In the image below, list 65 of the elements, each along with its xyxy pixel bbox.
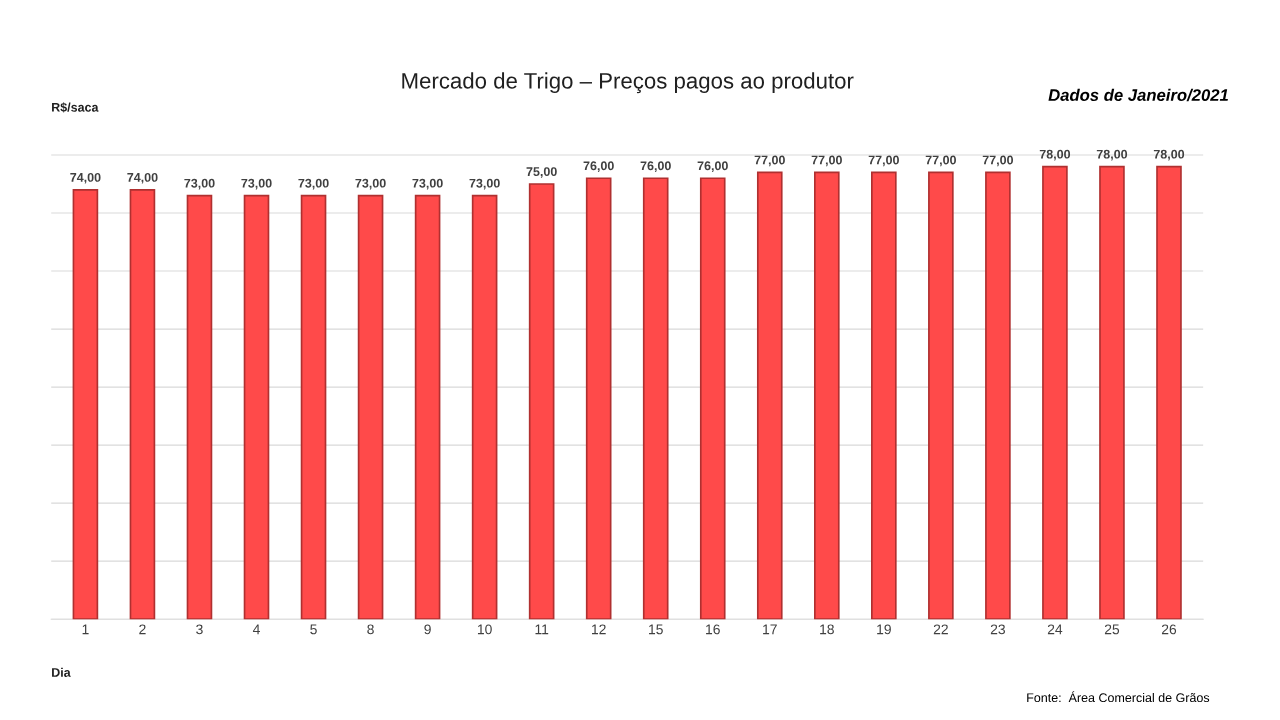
x-tick-label: 10	[477, 624, 492, 635]
bar	[528, 183, 555, 620]
data-label: 78,00	[1153, 149, 1185, 161]
x-tick-label: 8	[367, 624, 374, 635]
x-tick-label: 17	[763, 624, 777, 635]
x-tick-label: 23	[990, 624, 1006, 635]
source-note: Fonte: Área Comercial de Grãos	[1027, 691, 1210, 703]
bar	[699, 177, 726, 620]
data-label: 76,00	[583, 161, 614, 173]
bar	[129, 189, 156, 620]
x-tick-label: 4	[252, 624, 260, 635]
y-axis-title: R$/saca	[52, 102, 99, 113]
text: Dados de Janeiro/2021	[1048, 88, 1228, 102]
bar	[985, 171, 1011, 620]
x-tick-label: 1	[82, 624, 89, 635]
data-label: 77,00	[982, 155, 1014, 167]
bar	[72, 189, 99, 620]
data-label: 77,00	[811, 155, 842, 167]
x-axis-title: Dia	[52, 667, 71, 677]
bar	[414, 194, 441, 620]
x-tick-label: 12	[592, 624, 606, 635]
x-tick-label: 19	[877, 624, 891, 635]
bar	[642, 177, 669, 620]
x-tick-label: 2	[139, 624, 146, 635]
x-tick-label: 22	[933, 624, 948, 635]
data-label: 73,00	[184, 178, 215, 190]
bar	[1099, 165, 1125, 620]
data-label: 77,00	[868, 155, 899, 167]
bar	[928, 171, 954, 620]
data-label: 73,00	[241, 178, 272, 190]
data-label: 77,00	[925, 155, 956, 167]
bar	[300, 194, 327, 620]
x-tick-label: 26	[1161, 624, 1177, 635]
data-label: 78,00	[1039, 149, 1071, 161]
x-tick-label: 16	[706, 624, 720, 635]
data-label: 74,00	[70, 172, 101, 184]
x-tick-label: 3	[196, 624, 203, 635]
bar	[813, 171, 840, 620]
x-tick-label: 11	[535, 624, 549, 635]
x-tick-label: 5	[310, 624, 317, 635]
data-label: 75,00	[526, 167, 557, 178]
data-label: 73,00	[355, 178, 386, 190]
bar	[871, 171, 897, 620]
bar	[471, 194, 498, 620]
bar	[357, 194, 384, 620]
bar	[243, 194, 270, 620]
x-tick-label: 9	[424, 624, 431, 635]
data-label: 73,00	[412, 178, 443, 190]
chart-title: Mercado de Trigo – Preços pagos ao produtor	[402, 72, 854, 94]
data-label: 77,00	[754, 155, 785, 167]
bar	[1156, 165, 1182, 620]
bar	[756, 171, 783, 620]
bar	[585, 177, 612, 620]
x-tick-label: 15	[649, 624, 663, 635]
data-label: 78,00	[1096, 149, 1128, 161]
x-tick-label: 18	[820, 624, 834, 635]
data-label: 76,00	[640, 161, 671, 173]
x-tick-label: 24	[1047, 624, 1063, 635]
bar	[186, 194, 213, 620]
data-label: 76,00	[697, 161, 728, 173]
bar	[1042, 165, 1068, 620]
data-label: 73,00	[298, 178, 329, 190]
x-tick-label: 25	[1104, 624, 1120, 635]
data-label: 73,00	[469, 178, 500, 190]
data-label: 74,00	[127, 172, 158, 184]
